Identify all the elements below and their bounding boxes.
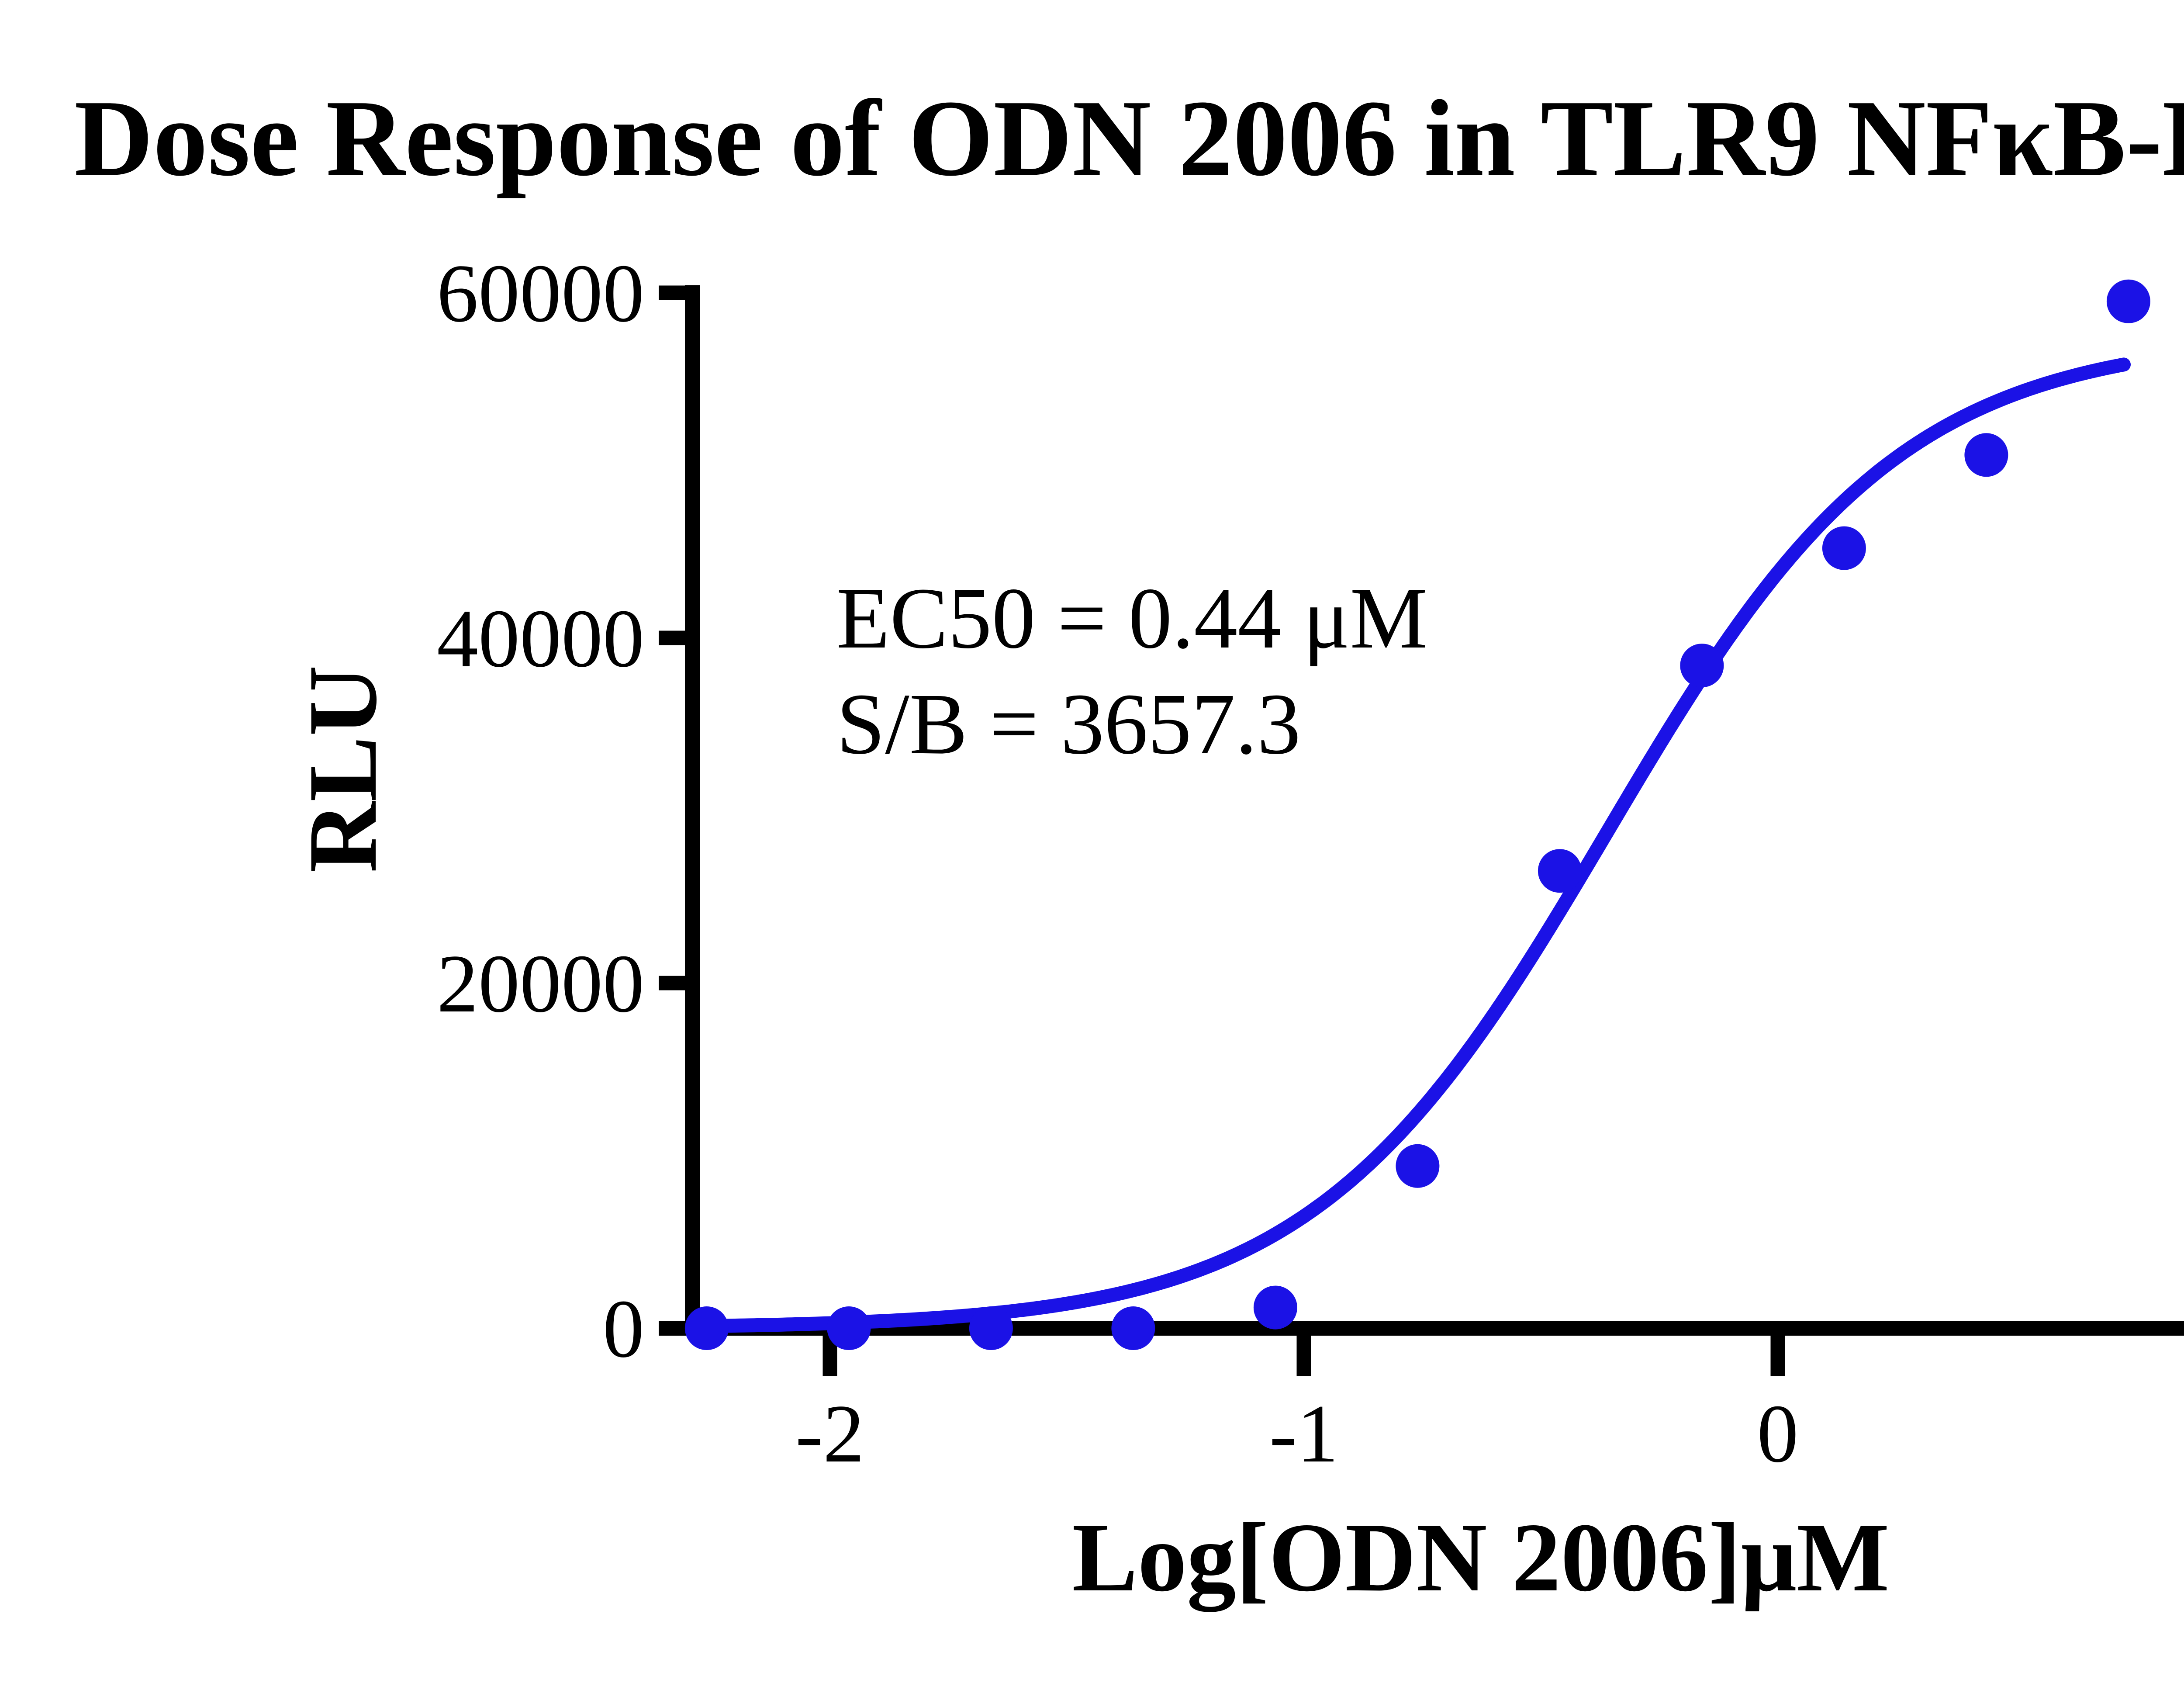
data-point xyxy=(2106,279,2150,323)
y-axis-ticks: 0 20000 40000 60000 xyxy=(437,248,692,1375)
x-tick-label: -2 xyxy=(795,1388,864,1480)
data-point xyxy=(1538,849,1582,893)
y-tick-label: 60000 xyxy=(437,248,644,339)
data-point xyxy=(969,1306,1013,1350)
data-point xyxy=(827,1306,871,1350)
x-tick-label: 0 xyxy=(1757,1388,1799,1480)
y-tick-label: 40000 xyxy=(437,593,644,685)
data-point xyxy=(1396,1144,1440,1188)
data-points xyxy=(684,279,2150,1350)
data-point xyxy=(1964,433,2008,477)
data-point xyxy=(1822,526,1866,570)
data-point xyxy=(684,1306,729,1350)
x-axis-title: Log[ODN 2006]μM xyxy=(1072,1503,1889,1612)
y-axis-title: RLU xyxy=(288,665,397,873)
x-axis-ticks: -2-101 xyxy=(795,1328,1799,1480)
signal-background-annotation: S/B = 3657.3 xyxy=(836,676,1301,772)
y-tick-label: 0 xyxy=(603,1283,644,1375)
chart-title: Dose Response of ODN 2006 in TLR9 NFκB-L… xyxy=(74,78,2184,199)
y-tick-label: 20000 xyxy=(437,938,644,1030)
ec50-annotation: EC50 = 0.44 μM xyxy=(836,570,1427,667)
x-tick-label: -1 xyxy=(1269,1388,1338,1480)
data-point xyxy=(1680,644,1724,688)
data-point xyxy=(1111,1306,1155,1350)
fit-curve xyxy=(699,357,2131,1333)
data-point xyxy=(1253,1285,1297,1330)
